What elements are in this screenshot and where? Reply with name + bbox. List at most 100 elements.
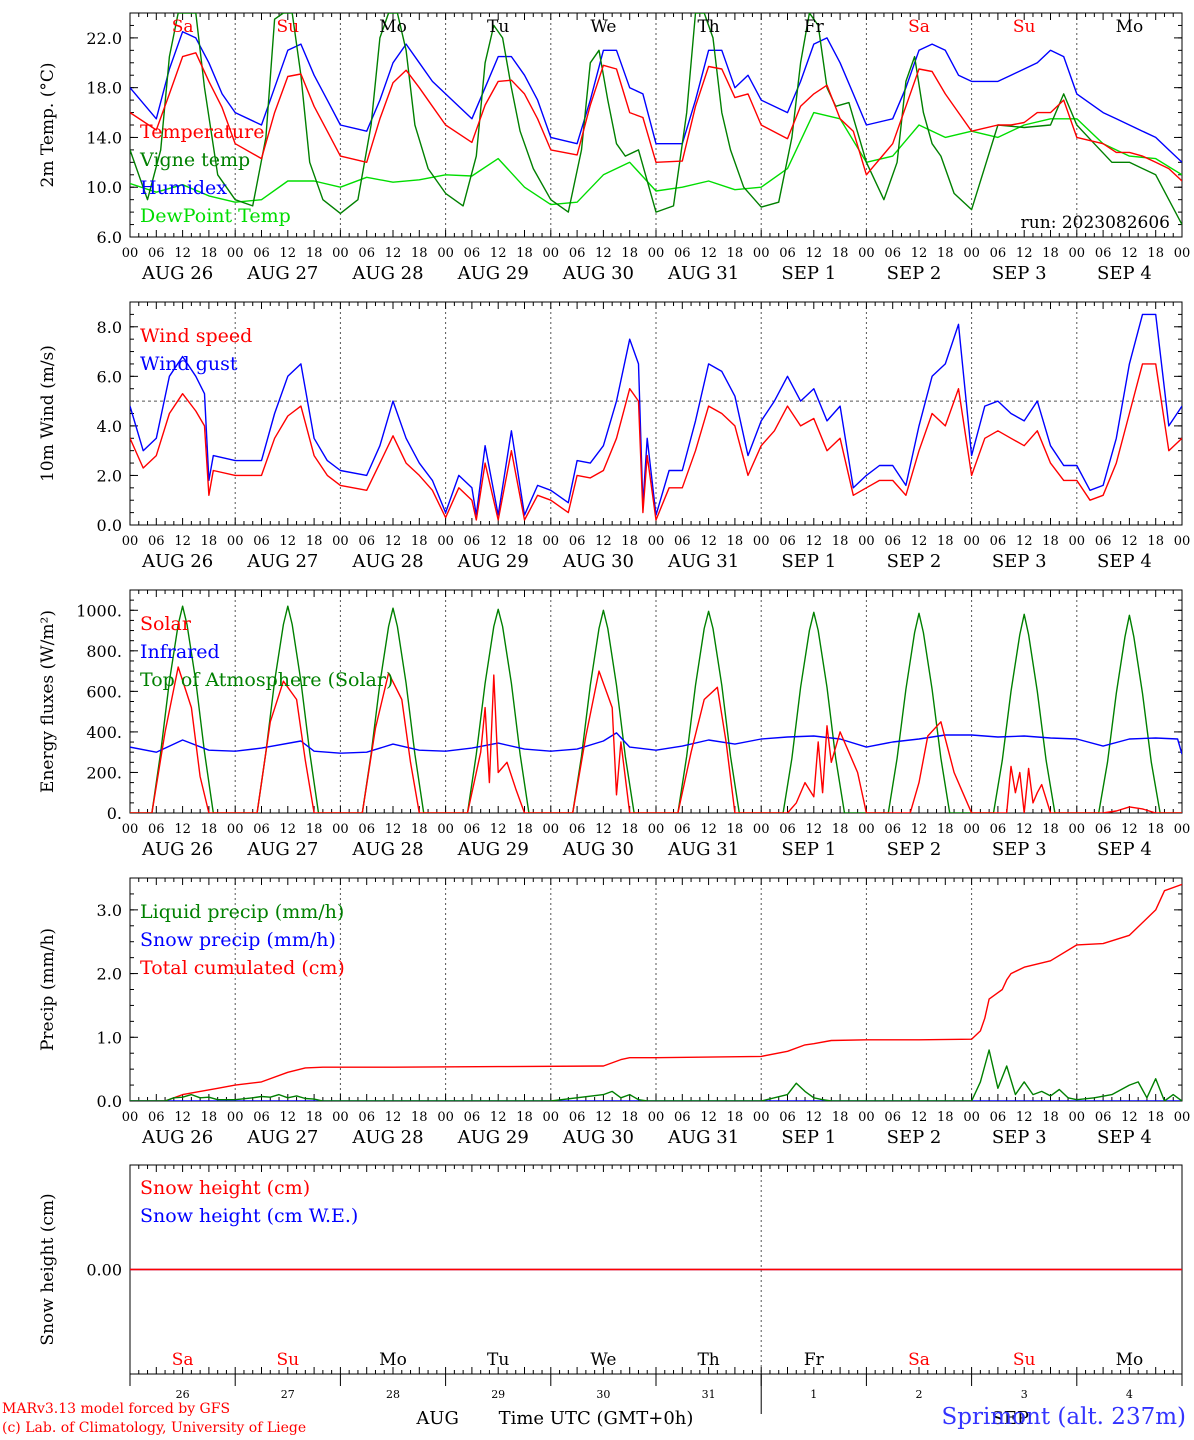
hour-tick-label: 12 [490,822,507,837]
hour-tick-label: 06 [253,822,270,837]
hour-tick-label: 18 [937,534,954,549]
hour-tick-label: 18 [411,246,428,261]
hour-tick-label: 06 [1095,1110,1112,1125]
hour-tick-label: 00 [753,246,770,261]
hour-tick-label: 18 [832,246,849,261]
weekday-label: We [590,1350,616,1370]
panel-snow: 0.00 Snow height (cm) Snow height (cm) Snow… [38,1164,1183,1429]
legend-entry: Infrared [140,641,220,663]
date-label: AUG 31 [667,263,739,284]
hour-tick-label: 00 [543,822,560,837]
y-tick-label: 3.0 [97,901,122,920]
hour-tick-label: 12 [280,822,297,837]
hour-tick-label: 12 [1016,822,1033,837]
hour-tick-label: 18 [411,1110,428,1125]
hour-tick-label: 06 [779,534,796,549]
hour-tick-label: 06 [253,534,270,549]
hour-tick-label: 06 [674,246,691,261]
date-label: AUG 26 [141,839,213,860]
y-tick-label: 200. [86,763,122,782]
legend-entry: Snow height (cm) [140,1177,310,1199]
date-label: AUG 30 [562,839,634,860]
month-label: AUG [415,1408,459,1429]
hour-tick-label: 12 [174,1110,191,1125]
hour-tick-label: 18 [937,246,954,261]
date-label: AUG 29 [457,551,529,572]
hour-tick-label: 00 [122,1110,139,1125]
date-label: SEP 3 [992,551,1047,572]
hour-tick-label: 12 [1121,822,1138,837]
date-label: SEP 3 [992,263,1047,284]
hour-tick-label: 18 [201,246,218,261]
date-label: SEP 1 [781,839,836,860]
weekday-label: Su [276,1350,299,1370]
hour-tick-label: 00 [1069,534,1086,549]
hour-tick-label: 18 [306,822,323,837]
series-group [130,13,1182,225]
hour-tick-label: 06 [1095,534,1112,549]
hour-tick-label: 18 [516,534,533,549]
date-label: AUG 30 [562,263,634,284]
hour-tick-label: 00 [437,1110,454,1125]
hour-tick-label: 06 [990,246,1007,261]
date-label: AUG 29 [457,263,529,284]
hour-tick-label: 00 [543,246,560,261]
hour-tick-label: 12 [806,822,823,837]
series-line-liquid-precip-mm-h- [130,1049,1182,1101]
hour-tick-label: 12 [385,246,402,261]
date-label: AUG 28 [351,1127,423,1148]
date-label: AUG 28 [351,839,423,860]
legend-entry: Solar [140,613,192,635]
date-label: AUG 29 [457,839,529,860]
hour-tick-label: 06 [464,246,481,261]
date-label: AUG 28 [351,551,423,572]
month-label: SEP [991,1408,1029,1429]
hour-tick-label: 06 [148,534,165,549]
date-label: SEP 4 [1097,263,1152,284]
hour-tick-label: 00 [648,1110,665,1125]
date-label: SEP 3 [992,839,1047,860]
panel-temperature: 6.0 10.0 14.0 18.0 22.0 2m Temp. (°C) Temperat… [38,12,1191,284]
hour-tick-label: 00 [1174,822,1191,837]
y-tick-label: 4.0 [97,417,122,436]
hour-tick-label: 00 [1069,822,1086,837]
hour-tick-label: 12 [911,1110,928,1125]
hour-tick-label: 18 [411,534,428,549]
hour-tick-label: 06 [464,1110,481,1125]
y-tick-label: 2.0 [97,466,122,485]
date-label: AUG 28 [351,263,423,284]
hour-tick-label: 12 [280,534,297,549]
hour-tick-label: 06 [674,534,691,549]
hour-tick-label: 06 [674,822,691,837]
hour-tick-label: 12 [1121,534,1138,549]
hour-tick-label: 18 [727,1110,744,1125]
weekday-label: Tu [487,1350,509,1370]
date-label: SEP 2 [887,551,942,572]
series-line-solar [130,666,1182,813]
hour-tick-label: 18 [621,1110,638,1125]
hour-tick-label: 00 [963,1110,980,1125]
hour-tick-label: 00 [858,822,875,837]
legend-entry: DewPoint Temp [140,205,291,227]
hour-tick-label: 06 [358,822,375,837]
hour-tick-label: 12 [174,534,191,549]
hour-tick-label: 00 [437,534,454,549]
hour-tick-label: 12 [490,246,507,261]
hour-tick-label: 06 [779,246,796,261]
hour-tick-label: 00 [1174,534,1191,549]
hour-tick-label: 18 [832,1110,849,1125]
hour-tick-label: 18 [937,822,954,837]
hour-tick-label: 00 [1174,246,1191,261]
hour-tick-label: 00 [227,1110,244,1125]
panel-precip: 0.0 1.0 2.0 3.0 Precip (mm/h) Liquid precip (… [38,877,1190,1148]
hour-tick-label: 06 [674,1110,691,1125]
hour-tick-label: 18 [306,534,323,549]
hour-tick-label: 00 [122,534,139,549]
series-line-wind-speed [130,363,1182,521]
hour-tick-label: 06 [884,246,901,261]
hour-tick-label: 06 [884,1110,901,1125]
hour-tick-label: 06 [1095,822,1112,837]
date-label: AUG 30 [562,551,634,572]
y-tick-label: 6.0 [97,228,122,247]
weekday-label: We [590,17,616,37]
